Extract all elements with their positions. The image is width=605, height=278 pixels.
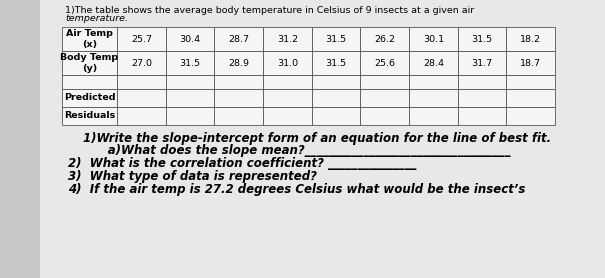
Bar (361, 75, 409, 89)
Bar (361, 89, 409, 107)
Text: Body Temp
(y): Body Temp (y) (60, 53, 119, 73)
Bar (166, 51, 214, 75)
Bar (117, 107, 166, 125)
Bar (506, 51, 555, 75)
Bar (457, 75, 506, 89)
Bar (263, 89, 312, 107)
Text: 1)Write the slope-intercept form of an equation for the line of best fit.: 1)Write the slope-intercept form of an e… (83, 132, 551, 145)
Text: a)What does the slope mean?___________________________________: a)What does the slope mean?_____________… (83, 144, 511, 157)
Text: 31.2: 31.2 (276, 34, 298, 43)
Bar (166, 27, 214, 51)
Bar (263, 51, 312, 75)
Bar (62, 89, 117, 107)
Bar (263, 27, 312, 51)
Bar (312, 89, 361, 107)
Text: 31.7: 31.7 (471, 58, 492, 68)
Text: Air Temp
(x): Air Temp (x) (66, 29, 113, 49)
Bar (62, 107, 117, 125)
Text: 28.4: 28.4 (423, 58, 444, 68)
Bar (312, 27, 361, 51)
Bar (361, 27, 409, 51)
Bar (506, 107, 555, 125)
Text: 31.5: 31.5 (471, 34, 492, 43)
Bar (214, 107, 263, 125)
Bar (409, 51, 457, 75)
Text: 30.4: 30.4 (180, 34, 201, 43)
Bar (457, 89, 506, 107)
Bar (263, 75, 312, 89)
Text: 18.7: 18.7 (520, 58, 541, 68)
Text: 25.6: 25.6 (374, 58, 395, 68)
Bar (62, 51, 117, 75)
Bar (457, 27, 506, 51)
Bar (312, 107, 361, 125)
Text: 31.0: 31.0 (276, 58, 298, 68)
Bar (409, 89, 457, 107)
Text: 31.5: 31.5 (325, 58, 347, 68)
Bar (312, 75, 361, 89)
Bar (214, 89, 263, 107)
Bar (409, 107, 457, 125)
Text: Predicted: Predicted (64, 93, 115, 103)
Bar (166, 107, 214, 125)
Text: 3)  What type of data is represented?: 3) What type of data is represented? (68, 170, 317, 183)
Bar (361, 51, 409, 75)
Bar (457, 107, 506, 125)
Bar (409, 27, 457, 51)
Bar (166, 89, 214, 107)
Bar (214, 51, 263, 75)
Bar (117, 51, 166, 75)
Bar (506, 75, 555, 89)
Bar (117, 27, 166, 51)
Text: 28.7: 28.7 (228, 34, 249, 43)
Bar (117, 89, 166, 107)
Bar (409, 75, 457, 89)
Text: 31.5: 31.5 (180, 58, 201, 68)
Bar (62, 27, 117, 51)
Bar (214, 75, 263, 89)
Bar (361, 107, 409, 125)
Bar (457, 51, 506, 75)
Text: 27.0: 27.0 (131, 58, 152, 68)
Text: 28.9: 28.9 (228, 58, 249, 68)
Bar (214, 27, 263, 51)
Bar (117, 75, 166, 89)
Bar (62, 75, 117, 89)
Text: 4)  If the air temp is 27.2 degrees Celsius what would be the insect’s: 4) If the air temp is 27.2 degrees Celsi… (68, 183, 525, 196)
Text: temperature.: temperature. (65, 14, 128, 23)
Bar (263, 107, 312, 125)
Text: 26.2: 26.2 (374, 34, 395, 43)
Text: 30.1: 30.1 (423, 34, 444, 43)
Text: Residuals: Residuals (64, 111, 115, 120)
Bar (166, 75, 214, 89)
Bar (506, 27, 555, 51)
Text: 2)  What is the correlation coefficient? _______________: 2) What is the correlation coefficient? … (68, 157, 416, 170)
Text: 18.2: 18.2 (520, 34, 541, 43)
Text: 25.7: 25.7 (131, 34, 152, 43)
Bar (506, 89, 555, 107)
Bar (312, 51, 361, 75)
Text: 1)The table shows the average body temperature in Celsius of 9 insects at a give: 1)The table shows the average body tempe… (65, 6, 474, 15)
Text: 31.5: 31.5 (325, 34, 347, 43)
